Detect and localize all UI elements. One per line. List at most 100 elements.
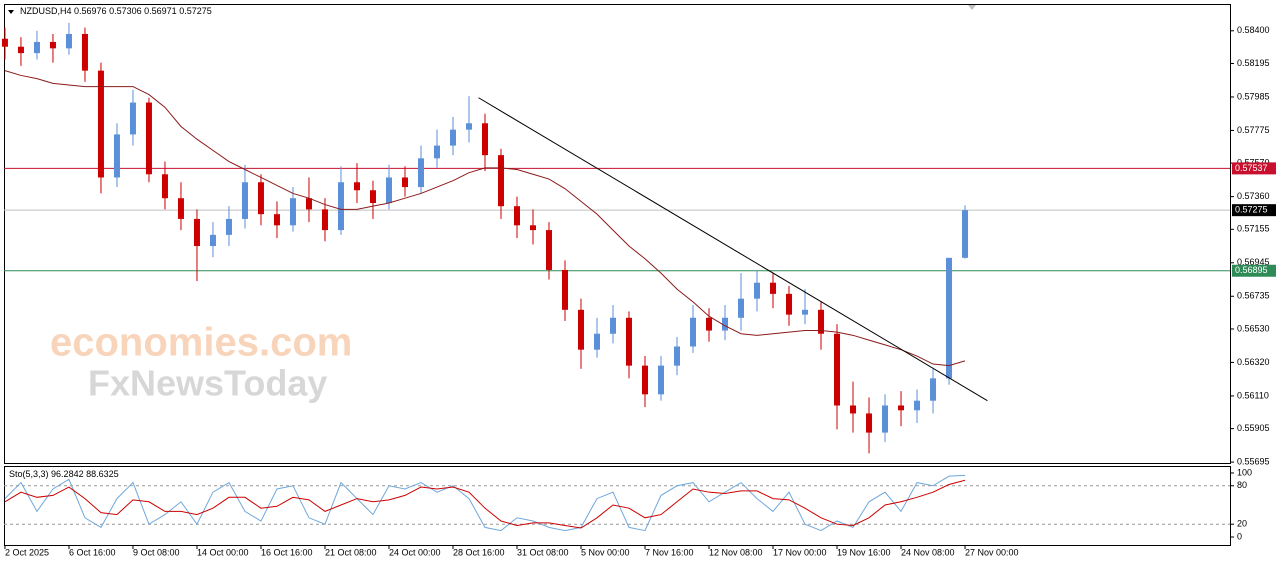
candle-body — [193, 218, 200, 247]
x-tick-label: 7 Nov 16:00 — [645, 547, 694, 557]
level-label: 0.57537 — [1235, 163, 1268, 173]
x-tick-label: 5 Nov 00:00 — [581, 547, 630, 557]
k-value: 96.2842 — [51, 469, 84, 479]
x-tick-label: 27 Nov 00:00 — [965, 547, 1019, 557]
y-tick-label: 0.58195 — [1237, 58, 1270, 68]
candle-body — [369, 190, 376, 203]
watermark: FxNewsToday — [88, 363, 327, 404]
candle-body — [898, 405, 905, 411]
candle-body — [433, 145, 440, 159]
candle-body — [337, 182, 344, 231]
close: 0.57275 — [179, 6, 212, 16]
candle-body — [786, 293, 793, 315]
x-tick-label: 28 Oct 16:00 — [453, 547, 505, 557]
y-tick-label: 0.56735 — [1237, 291, 1270, 301]
indicator-header: Sto(5,3,3) 96.2842 88.6325 — [9, 469, 119, 479]
candle-body — [706, 317, 713, 331]
candle-body — [241, 182, 248, 219]
candle-body — [626, 317, 633, 366]
candle-body — [65, 33, 72, 49]
x-tick-label: 6 Oct 16:00 — [69, 547, 116, 557]
y-tick-label: 0.56945 — [1237, 257, 1270, 267]
main-pane — [4, 4, 1231, 464]
y-tick-label: 0.55695 — [1237, 456, 1270, 466]
y-tick-label: 0.58400 — [1237, 25, 1270, 35]
candle-body — [770, 282, 777, 294]
x-tick-label: 24 Nov 08:00 — [901, 547, 955, 557]
y-tick-label: 100 — [1237, 467, 1252, 477]
candle-body — [642, 365, 649, 395]
candle-body — [1, 38, 8, 47]
candle-body — [481, 123, 488, 156]
candle-body — [866, 413, 873, 433]
x-tick-label: 12 Nov 08:00 — [709, 547, 763, 557]
candle-body — [49, 41, 56, 49]
stochastic-d — [4, 479, 966, 529]
candle-body — [962, 210, 969, 258]
candle-body — [497, 155, 504, 207]
trendline — [478, 97, 988, 402]
level-label: 0.56895 — [1235, 265, 1268, 275]
candle-body — [129, 102, 136, 135]
y-tick-label: 0.56110 — [1237, 390, 1269, 400]
x-tick-label: 21 Oct 08:00 — [325, 547, 377, 557]
y-tick-label: 0.57360 — [1237, 191, 1270, 201]
candle-body — [690, 317, 697, 347]
candle-body — [97, 70, 104, 178]
x-tick-label: 16 Oct 16:00 — [261, 547, 313, 557]
y-tick-label: 0.56530 — [1237, 323, 1270, 333]
watermark: economies.com — [50, 321, 352, 365]
x-tick-label: 14 Oct 00:00 — [197, 547, 249, 557]
candle-body — [273, 214, 280, 226]
candle-body — [305, 198, 312, 210]
candle-body — [449, 129, 456, 146]
candle-body — [225, 218, 232, 235]
candle-body — [321, 209, 328, 231]
candle-body — [81, 33, 88, 71]
candle-body — [882, 405, 889, 433]
candle-body — [465, 123, 472, 130]
level-label-box — [1232, 204, 1276, 217]
candle-body — [33, 41, 40, 54]
y-tick-label: 0.55905 — [1237, 423, 1270, 433]
y-tick-label: 0.57775 — [1237, 125, 1270, 135]
x-tick-label: 17 Nov 00:00 — [773, 547, 827, 557]
candle-body — [545, 230, 552, 270]
candle-body — [754, 282, 761, 299]
d-value: 88.6325 — [86, 469, 119, 479]
candle-body — [818, 309, 825, 334]
candle-body — [561, 269, 568, 310]
candle-body — [930, 378, 937, 401]
candle-body — [914, 400, 921, 411]
y-tick-label: 0 — [1237, 531, 1242, 541]
chart-header: NZDUSD,H4 0.56976 0.57306 0.56971 0.5727… — [20, 6, 212, 16]
indicator-pane — [4, 466, 1231, 546]
candle-body — [850, 405, 857, 414]
candle-body — [113, 134, 120, 178]
candle-body — [177, 198, 184, 219]
candle-body — [289, 198, 296, 226]
candle-body — [161, 174, 168, 199]
candle-body — [209, 234, 216, 247]
candle-body — [674, 346, 681, 366]
y-tick-label: 0.57155 — [1237, 224, 1270, 234]
candle-body — [609, 317, 616, 334]
candle-body — [658, 365, 665, 395]
candle-body — [593, 333, 600, 350]
y-tick-label: 0.56320 — [1237, 357, 1270, 367]
stochastic-k — [4, 474, 966, 532]
indicator-name: Sto(5,3,3) — [9, 469, 49, 479]
level-label-box — [1232, 162, 1276, 175]
candle-body — [802, 309, 809, 315]
candle-body — [145, 102, 152, 175]
moving-average — [4, 70, 966, 367]
open: 0.56976 — [74, 6, 107, 16]
candle-body — [529, 225, 536, 231]
y-tick-label: 80 — [1237, 480, 1247, 490]
symbol: NZDUSD,H4 — [20, 6, 72, 16]
x-tick-label: 19 Nov 16:00 — [837, 547, 891, 557]
low: 0.56971 — [144, 6, 177, 16]
x-tick-label: 2 Oct 2025 — [5, 547, 49, 557]
candle-body — [577, 309, 584, 350]
